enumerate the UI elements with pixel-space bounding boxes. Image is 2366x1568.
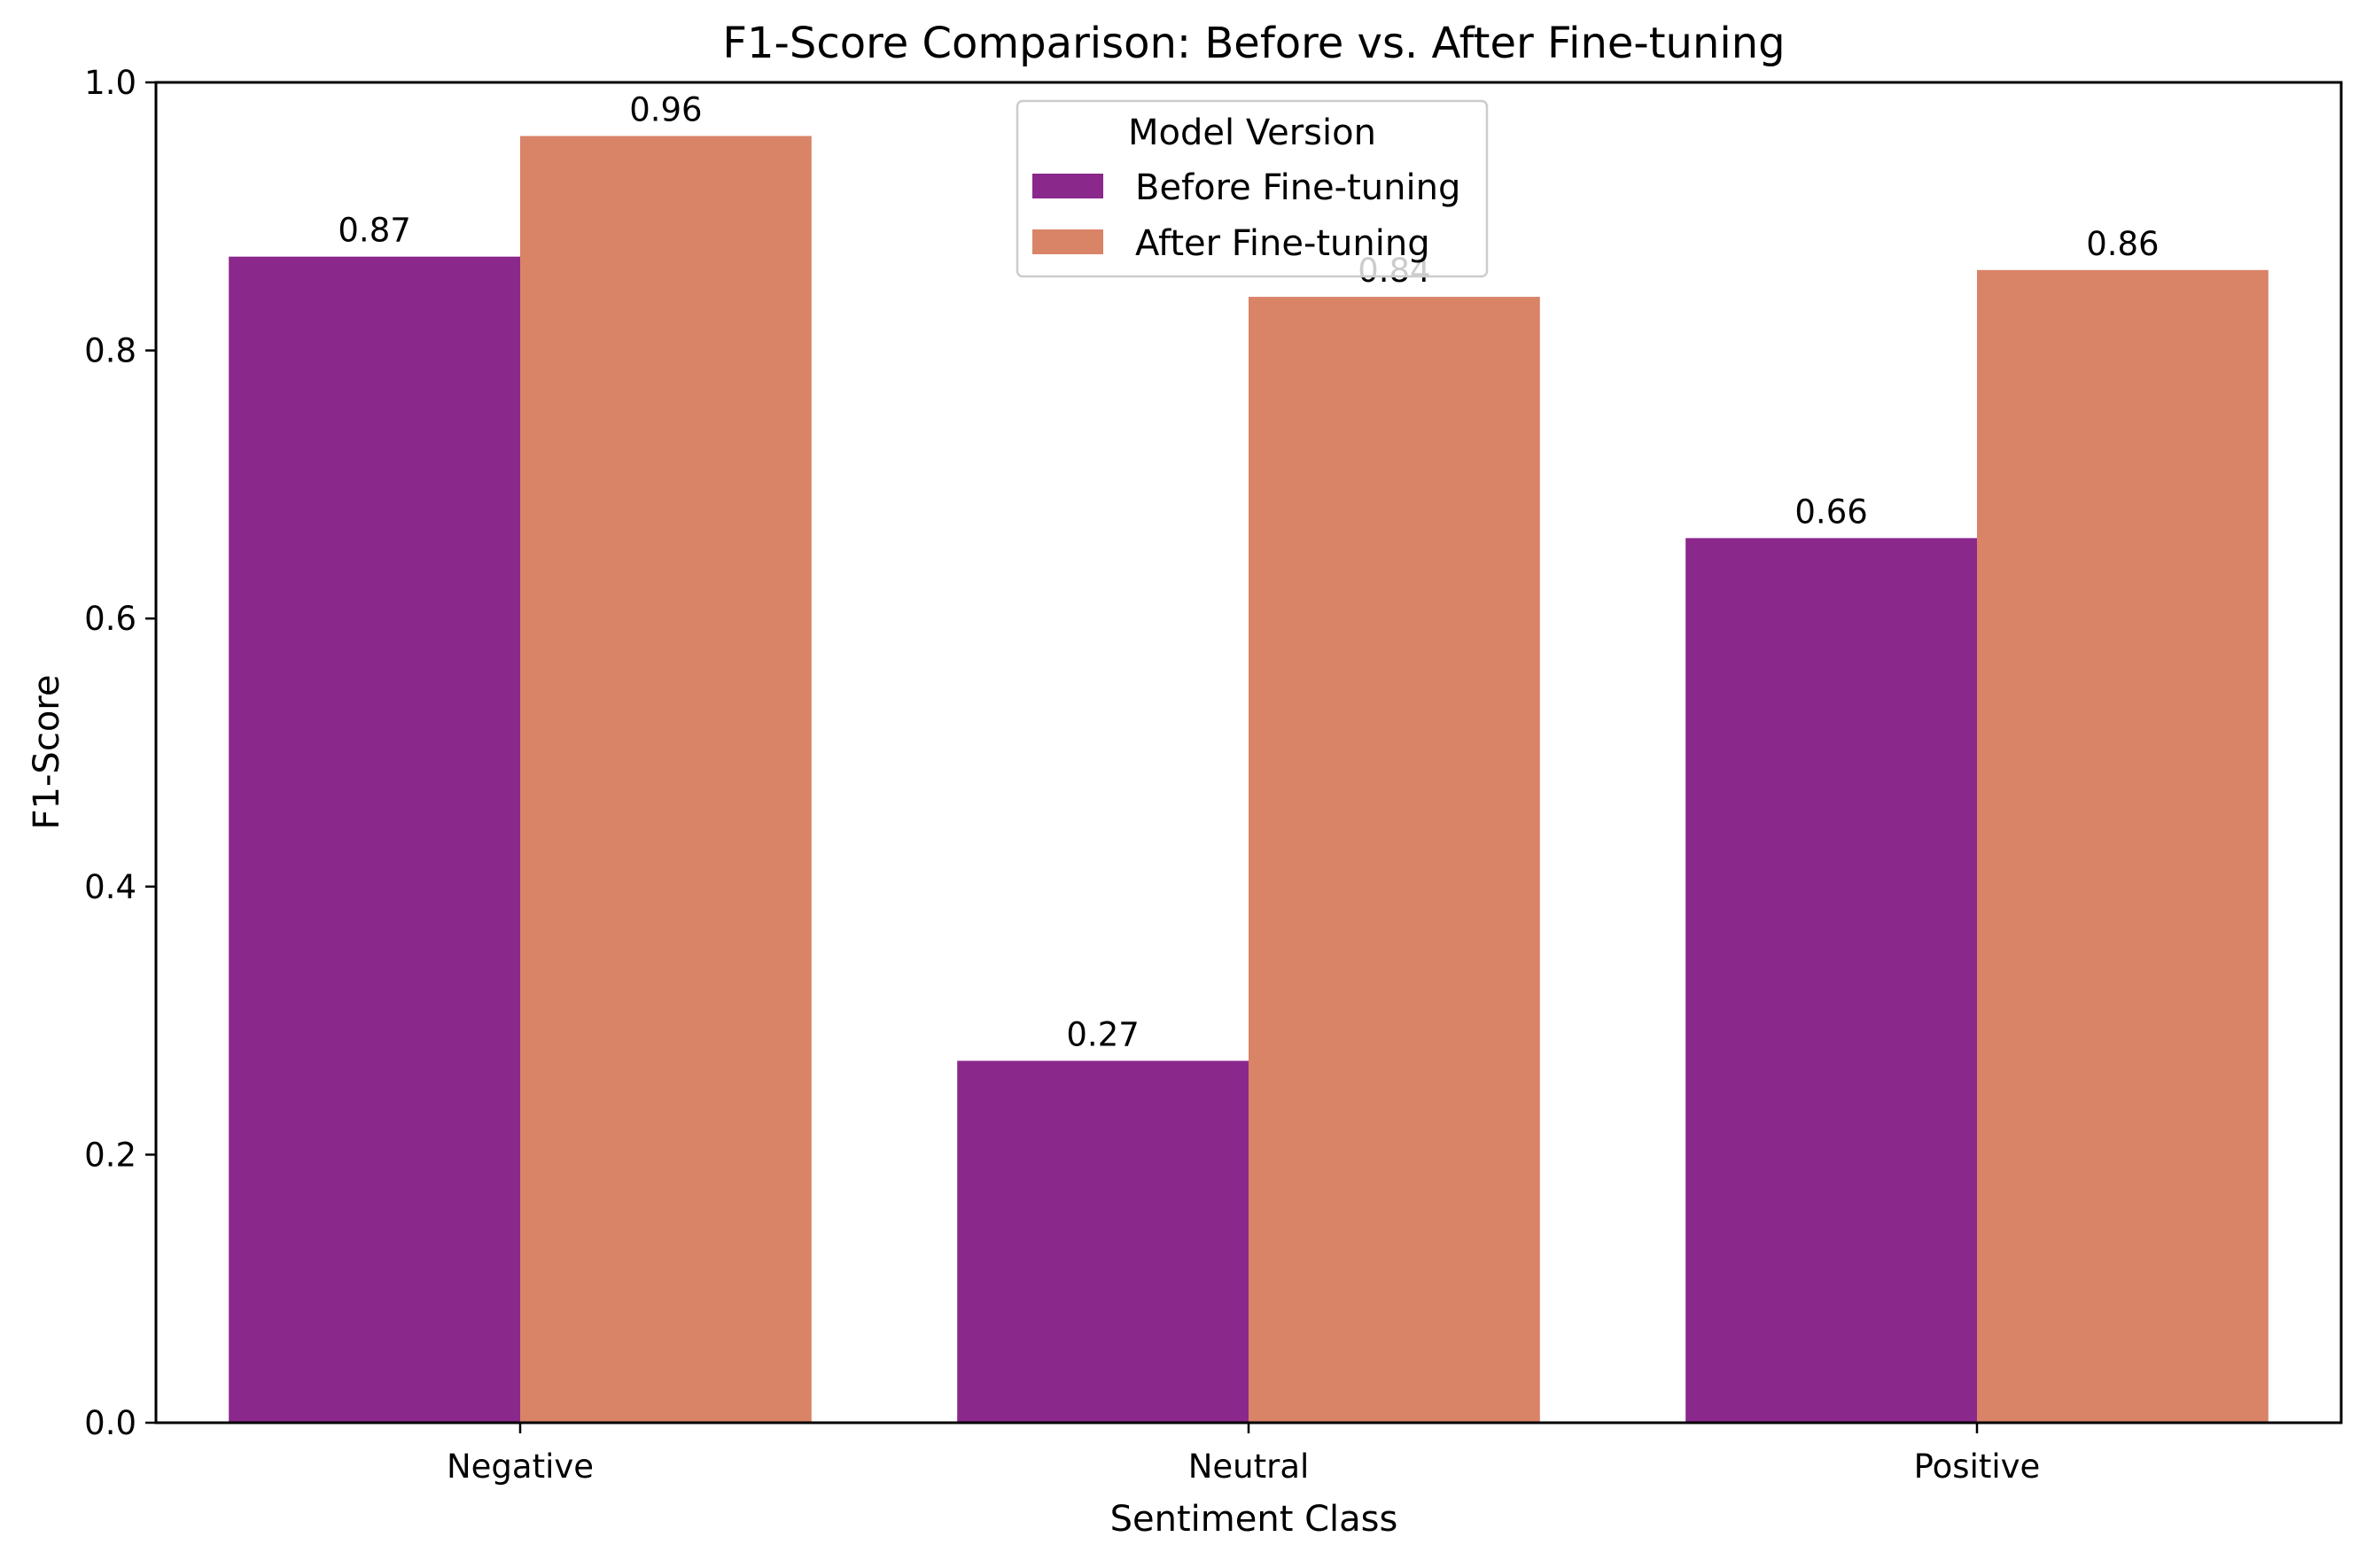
data-label-negative-after-fine-tuning: 0.96: [629, 91, 702, 129]
bar-negative-after-fine-tuning: [520, 136, 812, 1423]
x-axis-title: Sentiment Class: [1110, 1499, 1398, 1540]
y-tick-label-4: 0.8: [84, 332, 136, 370]
data-label-neutral-before-fine-tuning: 0.27: [1066, 1015, 1139, 1053]
y-axis-title: F1-Score: [27, 675, 67, 830]
y-tick-label-5: 1.0: [84, 64, 136, 102]
legend-label-before: Before Fine-tuning: [1135, 167, 1460, 208]
legend-title: Model Version: [1128, 113, 1376, 153]
legend-box: [1016, 99, 1489, 278]
bar-positive-before-fine-tuning: [1685, 538, 1977, 1423]
bar-neutral-before-fine-tuning: [957, 1060, 1249, 1423]
bar-negative-before-fine-tuning: [229, 256, 520, 1424]
legend-label-after: After Fine-tuning: [1135, 223, 1430, 264]
y-tick-label-0: 0.0: [84, 1404, 136, 1442]
legend: Model Version Before Fine-tuning After F…: [1016, 99, 1489, 278]
y-tick-label-2: 0.4: [84, 868, 136, 906]
bar-neutral-after-fine-tuning: [1249, 297, 1540, 1424]
x-tick-label-neutral: Neutral: [1188, 1448, 1310, 1486]
y-tick-label-3: 0.6: [84, 600, 136, 638]
x-axis: Negative Neutral Positive: [447, 1423, 2040, 1486]
bar-positive-after-fine-tuning: [1977, 269, 2269, 1423]
data-label-positive-after-fine-tuning: 0.86: [2086, 225, 2159, 263]
bars-layer: [229, 136, 2269, 1424]
chart-title: F1-Score Comparison: Before vs. After Fi…: [722, 19, 1785, 68]
legend-swatch-after: [1032, 229, 1103, 254]
data-label-positive-before-fine-tuning: 0.66: [1794, 493, 1867, 531]
y-tick-label-1: 0.2: [84, 1136, 136, 1174]
legend-swatch-before: [1032, 174, 1103, 198]
y-axis: 0.0 0.2 0.4 0.6 0.8 1.0: [84, 64, 156, 1442]
x-tick-label-negative: Negative: [447, 1448, 594, 1486]
x-tick-label-positive: Positive: [1914, 1448, 2041, 1486]
data-label-negative-before-fine-tuning: 0.87: [338, 212, 410, 250]
